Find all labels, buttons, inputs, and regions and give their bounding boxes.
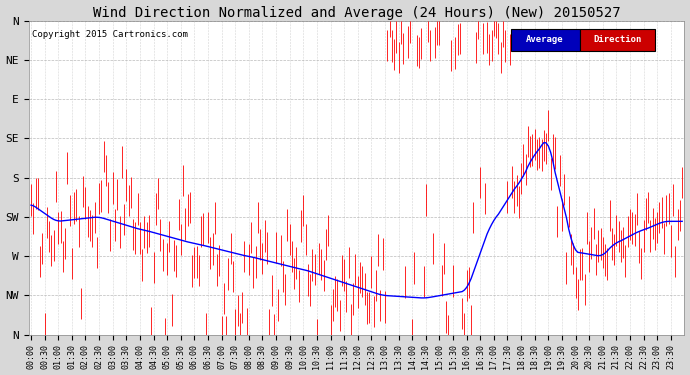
Text: Copyright 2015 Cartronics.com: Copyright 2015 Cartronics.com	[32, 30, 188, 39]
Bar	[511, 28, 580, 51]
Title: Wind Direction Normalized and Average (24 Hours) (New) 20150527: Wind Direction Normalized and Average (2…	[92, 6, 620, 20]
Text: Average: Average	[526, 35, 564, 44]
Text: Direction: Direction	[593, 35, 642, 44]
Bar	[580, 28, 656, 51]
